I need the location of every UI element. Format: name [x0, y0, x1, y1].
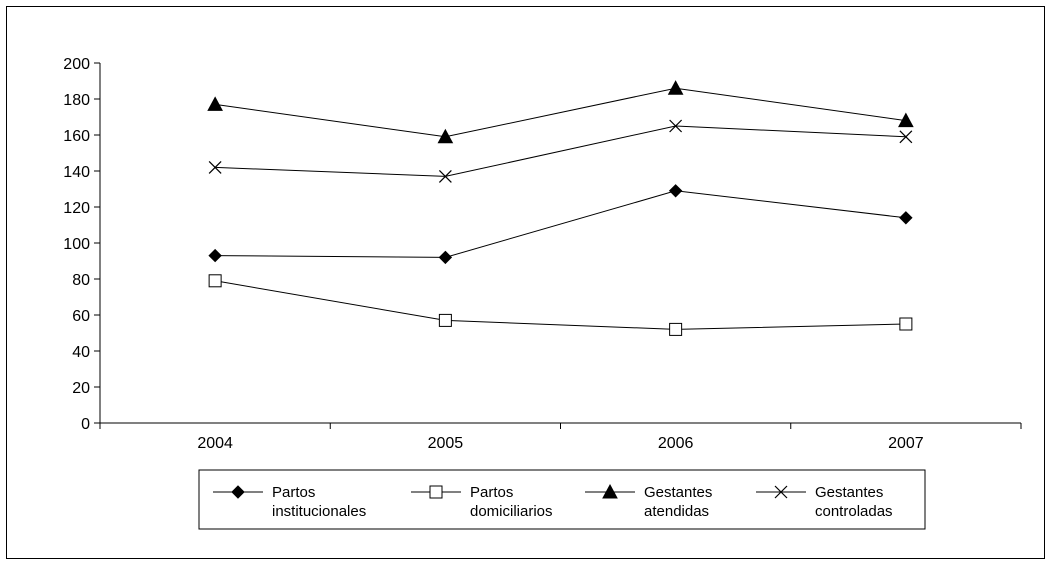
- y-tick-label: 160: [63, 128, 90, 145]
- data-point-s3-2: [669, 119, 683, 133]
- legend-label-1: Partos domiciliarios: [470, 484, 553, 520]
- series-line-2: [215, 87, 906, 138]
- y-tick-label: 0: [81, 416, 90, 433]
- chart-frame: [6, 6, 1045, 559]
- data-point-s0-0: [208, 248, 222, 263]
- legend-marker-2: [602, 483, 618, 499]
- data-point-s2-3: [898, 112, 914, 128]
- data-point-s0-3: [899, 211, 913, 225]
- data-point-s3-1: [438, 169, 452, 183]
- y-tick-label: 120: [63, 200, 90, 217]
- data-point-s3-0: [208, 160, 222, 174]
- x-tick-label: 2006: [658, 435, 694, 452]
- legend-label-3: Gestantes controladas: [815, 484, 893, 520]
- series-line-0: [215, 190, 906, 258]
- x-tick-label: 2007: [888, 435, 924, 452]
- data-point-s0-2: [668, 184, 683, 198]
- legend-label-0: Partos institucionales: [272, 484, 366, 520]
- y-tick-label: 100: [63, 236, 90, 253]
- y-tick-label: 180: [63, 92, 90, 109]
- data-point-s1-0: [208, 274, 222, 288]
- data-point-s3-3: [899, 130, 913, 144]
- data-point-s1-3: [899, 317, 913, 331]
- x-tick-label: 2005: [428, 435, 464, 452]
- data-point-s1-2: [669, 322, 683, 336]
- y-tick-label: 200: [63, 56, 90, 73]
- legend-label-2: Gestantes atendidas: [644, 484, 712, 520]
- y-tick-label: 40: [72, 344, 90, 361]
- series-line-3: [215, 125, 906, 177]
- y-tick-label: 20: [72, 380, 90, 397]
- y-tick-label: 140: [63, 164, 90, 181]
- series-line-1: [215, 280, 906, 330]
- legend-marker-3: [774, 485, 788, 499]
- data-point-s1-1: [438, 313, 452, 327]
- legend-marker-1: [429, 485, 443, 499]
- data-point-s2-0: [207, 96, 223, 111]
- data-point-s2-1: [437, 128, 454, 144]
- data-point-s0-1: [438, 250, 453, 265]
- x-tick-label: 2004: [197, 435, 233, 452]
- y-tick-label: 60: [72, 308, 90, 325]
- legend: [198, 469, 926, 530]
- y-tick-label: 80: [72, 272, 90, 289]
- data-point-s2-2: [667, 80, 684, 95]
- legend-marker-0: [231, 485, 245, 499]
